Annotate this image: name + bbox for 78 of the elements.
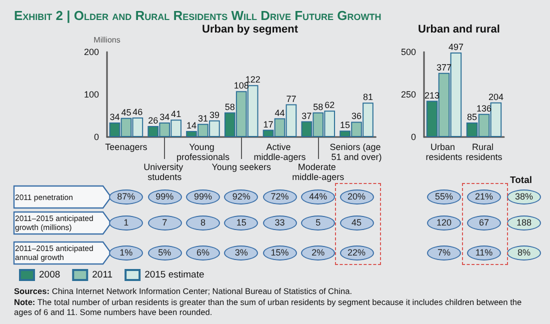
text: 15	[224, 216, 258, 230]
text: 99%	[186, 190, 220, 204]
text: 188	[507, 216, 541, 230]
y-tick-label: 200	[84, 47, 99, 57]
legend-label: 2011	[92, 270, 113, 280]
data-label: 44	[274, 108, 285, 118]
y-tick-label: 500	[400, 47, 416, 57]
text: 7%	[427, 246, 461, 260]
text: 87%	[109, 190, 144, 204]
data-label: 45	[121, 107, 132, 118]
data-label: 58	[224, 102, 235, 112]
x-tick-label: Urban residents	[426, 142, 463, 162]
text: 8	[186, 216, 220, 230]
text: Total	[510, 175, 532, 186]
text: 5	[301, 216, 336, 230]
legend-label: 2015 estimate	[144, 270, 204, 280]
text: 120	[427, 216, 461, 230]
data-label: 14	[186, 120, 196, 131]
text: 44%	[301, 190, 336, 204]
text: 72%	[262, 190, 297, 204]
data-label: 77	[286, 94, 296, 104]
text: 6%	[186, 246, 220, 260]
text: 99%	[148, 190, 182, 204]
data-label: 34	[110, 112, 120, 122]
text: 67	[467, 216, 501, 230]
x-tick-label: Seniors (age 51 and over)	[330, 142, 384, 162]
source-note: Sources: China Internet Network Information Center; National Bureau of Statistics of China.	[14, 286, 354, 296]
text: 21%	[467, 190, 501, 204]
x-tick-label: Rural residents	[466, 142, 503, 162]
text: 3%	[224, 246, 258, 260]
data-label: 204	[488, 92, 504, 102]
data-label: 85	[467, 112, 478, 122]
x-tick-label: University students	[144, 162, 186, 182]
chart-title: Urban by segment	[202, 24, 298, 36]
y-tick-label: 250	[400, 90, 416, 100]
text: Note: The total number of urban residents is greater than the sum of urban residents by segment because it includes children between the ages of 6 and 11. Some numbers have been rounded.	[14, 297, 523, 317]
text: 45	[340, 216, 374, 230]
x-tick-label: Moderate middle-agers	[292, 162, 345, 182]
text: 33	[262, 216, 297, 230]
x-tick-label: Young professionals	[176, 142, 230, 162]
text: 38%	[507, 190, 541, 204]
data-label: 31	[198, 113, 208, 124]
x-tick-label: Teenagers	[105, 142, 148, 152]
text: 11%	[467, 246, 501, 260]
y-axis-title: Millions	[94, 36, 120, 44]
data-label: 58	[313, 102, 324, 112]
data-label: 15	[340, 120, 350, 130]
data-label: 17	[263, 119, 274, 130]
text: 1	[109, 216, 144, 230]
data-label: 81	[362, 92, 374, 102]
legend-label: 2008	[39, 270, 60, 280]
text: 5%	[148, 246, 182, 260]
text: 92%	[224, 190, 258, 204]
data-label: 39	[209, 110, 220, 120]
data-label: 41	[171, 109, 182, 120]
data-label: 497	[448, 42, 464, 52]
data-label: 37	[302, 110, 312, 121]
data-label: 46	[132, 106, 143, 117]
text: 15%	[262, 246, 297, 260]
x-tick-label: Active middle-agers	[254, 142, 306, 162]
text: 8%	[507, 246, 541, 260]
text: 55%	[427, 190, 461, 204]
x-tick-label: Young seekers	[212, 162, 272, 172]
data-label: 108	[234, 80, 249, 91]
data-label: 36	[352, 111, 362, 122]
text: 22%	[340, 246, 374, 260]
text: 20%	[340, 190, 374, 204]
data-label: 34	[160, 112, 170, 122]
text: 7	[148, 216, 182, 230]
text: 2%	[301, 246, 336, 260]
y-tick-label: 0	[410, 132, 416, 142]
y-tick-label: 0	[94, 132, 99, 142]
y-tick-label: 100	[84, 90, 99, 100]
chart-title: Urban and rural	[418, 24, 500, 36]
data-label: 26	[148, 115, 158, 126]
data-label: 62	[324, 100, 335, 110]
text: Exhibit 2 | Older and Rural Residents Will Drive Future Growth	[14, 8, 382, 24]
text: 1%	[109, 246, 144, 260]
